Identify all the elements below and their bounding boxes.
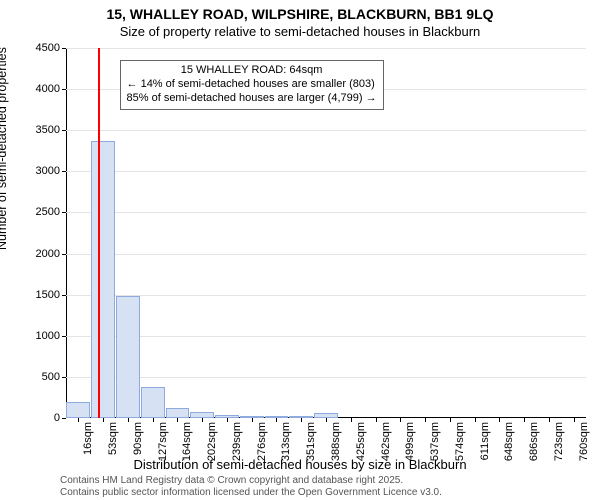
y-tick-label: 4500: [36, 42, 66, 54]
x-tick-mark: [351, 418, 352, 422]
gridline: [66, 295, 586, 296]
x-tick-mark: [153, 418, 154, 422]
bar: [166, 408, 190, 418]
x-tick-label: 499sqm: [404, 418, 416, 461]
x-tick-mark: [78, 418, 79, 422]
property-marker-line: [98, 48, 100, 418]
x-tick-mark: [475, 418, 476, 422]
x-tick-label: 276sqm: [256, 418, 268, 461]
x-tick-label: 239sqm: [231, 418, 243, 461]
y-tick-label: 1000: [36, 330, 66, 342]
x-tick-mark: [326, 418, 327, 422]
x-tick-label: 425sqm: [355, 418, 367, 461]
x-tick-label: 351sqm: [305, 418, 317, 461]
x-tick-label: 686sqm: [528, 418, 540, 461]
x-tick-mark: [227, 418, 228, 422]
annotation-line: ← 14% of semi-detached houses are smalle…: [127, 78, 377, 92]
x-tick-label: 611sqm: [479, 418, 491, 460]
x-tick-mark: [128, 418, 129, 422]
title-main: 15, WHALLEY ROAD, WILPSHIRE, BLACKBURN, …: [0, 6, 600, 22]
x-tick-label: 164sqm: [181, 418, 193, 461]
x-tick-mark: [549, 418, 550, 422]
x-tick-mark: [252, 418, 253, 422]
y-tick-label: 2500: [36, 206, 66, 218]
x-tick-label: 462sqm: [380, 418, 392, 461]
x-tick-label: 90sqm: [132, 418, 144, 455]
x-tick-label: 723sqm: [553, 418, 565, 461]
x-tick-label: 574sqm: [454, 418, 466, 461]
x-tick-mark: [301, 418, 302, 422]
bar: [116, 296, 140, 418]
x-tick-mark: [276, 418, 277, 422]
footer-line-1: Contains HM Land Registry data © Crown c…: [60, 475, 403, 486]
x-tick-label: 53sqm: [107, 418, 119, 455]
bar: [66, 402, 90, 418]
y-tick-label: 3500: [36, 124, 66, 136]
gridline: [66, 377, 586, 378]
x-tick-label: 127sqm: [157, 418, 169, 461]
x-tick-mark: [202, 418, 203, 422]
x-tick-label: 16sqm: [82, 418, 94, 455]
x-tick-label: 202sqm: [206, 418, 218, 461]
x-tick-mark: [574, 418, 575, 422]
x-tick-label: 537sqm: [429, 418, 441, 461]
y-tick-label: 3000: [36, 165, 66, 177]
y-tick-label: 500: [42, 371, 66, 383]
bar: [91, 141, 115, 418]
plot-area: 05001000150020002500300035004000450016sq…: [66, 48, 586, 418]
x-tick-label: 388sqm: [330, 418, 342, 461]
gridline: [66, 171, 586, 172]
y-tick-label: 1500: [36, 289, 66, 301]
x-axis-label: Distribution of semi-detached houses by …: [0, 457, 600, 472]
x-tick-label: 760sqm: [578, 418, 590, 461]
annotation-box: 15 WHALLEY ROAD: 64sqm← 14% of semi-deta…: [120, 60, 384, 109]
title-sub: Size of property relative to semi-detach…: [0, 24, 600, 39]
gridline: [66, 254, 586, 255]
gridline: [66, 48, 586, 49]
x-tick-mark: [450, 418, 451, 422]
x-tick-mark: [425, 418, 426, 422]
y-axis-label: Number of semi-detached properties: [0, 47, 9, 250]
y-tick-label: 2000: [36, 248, 66, 260]
annotation-line: 85% of semi-detached houses are larger (…: [127, 92, 377, 106]
x-tick-mark: [524, 418, 525, 422]
x-tick-mark: [103, 418, 104, 422]
bar: [141, 387, 165, 418]
x-tick-label: 648sqm: [503, 418, 515, 461]
x-tick-label: 313sqm: [280, 418, 292, 461]
annotation-line: 15 WHALLEY ROAD: 64sqm: [127, 64, 377, 78]
y-tick-label: 4000: [36, 83, 66, 95]
x-tick-mark: [400, 418, 401, 422]
x-tick-mark: [376, 418, 377, 422]
x-tick-mark: [177, 418, 178, 422]
gridline: [66, 336, 586, 337]
y-tick-label: 0: [54, 412, 66, 424]
x-tick-mark: [499, 418, 500, 422]
gridline: [66, 130, 586, 131]
footer-line-2: Contains public sector information licen…: [60, 487, 442, 498]
chart-root: 15, WHALLEY ROAD, WILPSHIRE, BLACKBURN, …: [0, 0, 600, 500]
gridline: [66, 212, 586, 213]
